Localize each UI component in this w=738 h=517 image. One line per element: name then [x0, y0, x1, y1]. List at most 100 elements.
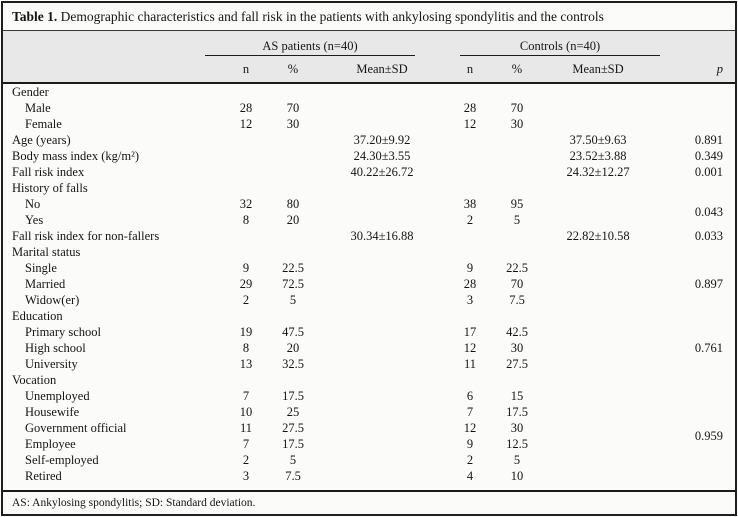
table-row: Self-employed 2 5 2 5 [3, 452, 735, 468]
cell-as-pct: 7.5 [285, 469, 301, 483]
cell-ctrl-mean [541, 388, 655, 404]
cell-label: Fall risk index [12, 165, 85, 179]
cell-ctrl-pct: 70 [510, 277, 524, 291]
cell-as-n: 7 [242, 389, 250, 403]
cell-ctrl-mean [541, 292, 655, 308]
cell-label: Government official [25, 421, 127, 435]
col-p: p [655, 56, 736, 84]
cell-label: Body mass index (kg/m²) [12, 149, 140, 163]
cell-as-pct [269, 132, 317, 148]
cell-as-pct: 70 [286, 101, 300, 115]
cell-label: Single [25, 261, 57, 275]
cell-as-n: 2 [242, 453, 250, 467]
cell-label: Gender [12, 85, 49, 99]
cell-ctrl-pct [493, 164, 541, 180]
cell-ctrl-mean [541, 196, 655, 212]
cell-as-mean [317, 196, 447, 212]
cell-as-pct: 22.5 [282, 261, 304, 275]
cell-as-pct [269, 164, 317, 180]
cell-label: Age (years) [12, 133, 71, 147]
table-header: AS patients (n=40) Controls (n=40) n % M… [3, 31, 736, 84]
cell-as-mean [317, 292, 447, 308]
cell-as-n [223, 228, 269, 244]
cell-p: 0.043 [694, 205, 724, 219]
table-row: High school 8 20 12 30 [3, 340, 735, 356]
col-ctrl-pct: % [493, 56, 542, 84]
cell-label: Male [25, 101, 51, 115]
table-row: Employee 7 17.5 9 12.5 [3, 436, 735, 452]
group-controls-label: Controls (n=40) [460, 39, 661, 56]
cell-ctrl-pct: 5 [513, 453, 521, 467]
cell-as-mean [317, 100, 447, 116]
cell-as-n: 28 [239, 101, 253, 115]
cell-ctrl-pct: 30 [510, 341, 524, 355]
cell-ctrl-mean [541, 212, 655, 228]
cell-ctrl-pct: 12.5 [506, 437, 528, 451]
table-row: Single 9 22.5 9 22.5 0.897 [3, 260, 735, 291]
table-row: Government official 11 27.5 12 30 [3, 420, 735, 436]
col-ctrl-mean-sd: Mean±SD [541, 56, 656, 84]
cell-ctrl-mean: 22.82±10.58 [566, 229, 630, 243]
cell-p: 0.959 [694, 429, 724, 443]
cell-ctrl-pct: 7.5 [509, 293, 525, 307]
cell-as-n: 32 [239, 197, 253, 211]
cell-ctrl-pct: 5 [513, 213, 521, 227]
cell-ctrl-n [447, 148, 493, 164]
cell-ctrl-n: 9 [466, 437, 474, 451]
table-number: Table 1. [12, 9, 58, 24]
cell-as-pct: 5 [289, 293, 297, 307]
cell-ctrl-pct: 30 [510, 421, 524, 435]
cell-as-n: 7 [242, 437, 250, 451]
cell-label: University [25, 357, 78, 371]
cell-ctrl-n: 4 [466, 469, 474, 483]
table-row: Marital status [3, 244, 735, 260]
cell-as-mean [317, 260, 447, 276]
table-row: Primary school 19 47.5 17 42.5 0.761 [3, 324, 735, 355]
cell-ctrl-n: 9 [466, 261, 474, 275]
cell-as-mean [317, 340, 447, 356]
cell-ctrl-mean [541, 468, 655, 484]
cell-as-pct: 80 [286, 197, 300, 211]
cell-as-mean [317, 404, 447, 420]
table-row: Age (years) 37.20±9.92 37.50±9.63 0.891 [3, 132, 735, 148]
cell-as-mean [317, 388, 447, 404]
cell-as-pct: 30 [286, 117, 300, 131]
cell-as-n: 12 [239, 117, 253, 131]
cell-as-pct: 47.5 [282, 325, 304, 339]
cell-label: Employee [25, 437, 76, 451]
cell-ctrl-pct: 42.5 [506, 325, 528, 339]
cell-ctrl-n: 38 [463, 197, 477, 211]
cell-ctrl-mean [541, 420, 655, 436]
cell-ctrl-pct: 95 [510, 197, 524, 211]
table-row: Unemployed 7 17.5 6 15 0.959 [3, 388, 735, 443]
cell-ctrl-pct: 30 [510, 117, 524, 131]
cell-label: Unemployed [25, 389, 90, 403]
cell-ctrl-mean [541, 116, 655, 132]
cell-ctrl-n: 2 [466, 453, 474, 467]
cell-ctrl-mean: 23.52±3.88 [569, 149, 627, 163]
cell-ctrl-mean [541, 356, 655, 372]
cell-ctrl-n: 7 [466, 405, 474, 419]
cell-as-pct: 25 [286, 405, 300, 419]
cell-label: Self-employed [25, 453, 99, 467]
cell-p: 0.349 [694, 149, 724, 163]
cell-as-pct: 27.5 [282, 421, 304, 435]
cell-as-mean [317, 116, 447, 132]
cell-label: Female [25, 117, 62, 131]
col-ctrl-n: n [447, 56, 494, 84]
table-row: Male 28 70 28 70 [3, 100, 735, 116]
cell-p: 0.001 [694, 165, 724, 179]
cell-ctrl-pct: 70 [510, 101, 524, 115]
cell-as-pct: 20 [286, 213, 300, 227]
table-row: No 32 80 38 95 0.043 [3, 196, 735, 219]
cell-ctrl-mean [541, 324, 655, 340]
cell-as-mean [317, 468, 447, 484]
cell-ctrl-pct [493, 148, 541, 164]
table-row: Married 29 72.5 28 70 [3, 276, 735, 292]
cell-ctrl-n: 2 [466, 213, 474, 227]
cell-ctrl-mean [541, 100, 655, 116]
cell-as-mean [317, 212, 447, 228]
cell-label: Marital status [12, 245, 81, 259]
